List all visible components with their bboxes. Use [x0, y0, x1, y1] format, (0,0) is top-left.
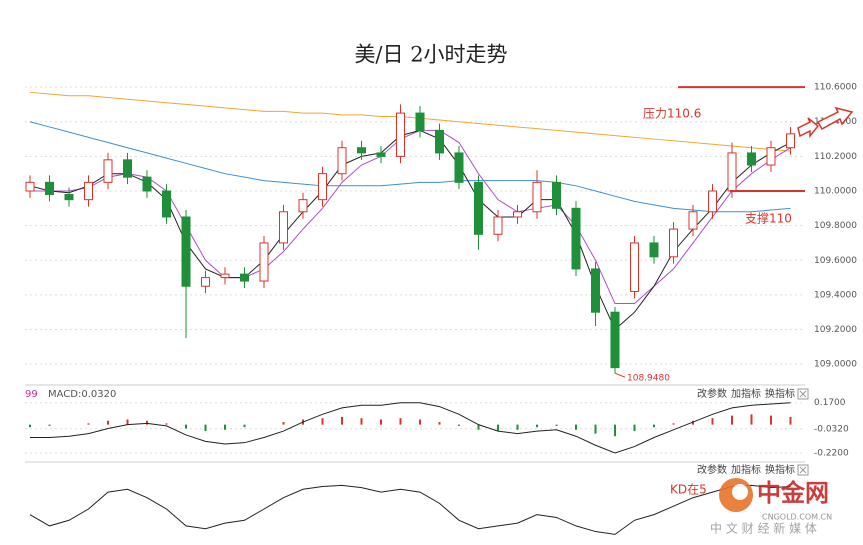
arrow-icon	[797, 117, 820, 139]
button[interactable]: 换指标	[765, 463, 795, 476]
candle-body	[396, 112, 405, 157]
y-tick-label: -0.0320	[814, 424, 849, 434]
candle-body	[64, 193, 74, 201]
y-tick-label: 110.6000	[814, 83, 857, 93]
button[interactable]: 加指标	[731, 463, 761, 476]
candle-body	[571, 207, 581, 270]
low-pointer	[614, 372, 626, 378]
candle-body	[25, 181, 35, 192]
candle-body	[337, 147, 347, 175]
domain: CNGOLD.COM.CN	[762, 513, 832, 522]
candle-body	[786, 133, 795, 149]
candle-body	[415, 112, 425, 131]
candle-body	[279, 211, 288, 244]
button[interactable]: 改参数	[697, 387, 727, 400]
level-label: 支撑110	[745, 211, 792, 226]
candle-body	[357, 147, 366, 154]
candle-body	[493, 216, 503, 235]
watermark: 中金网 CNGOLD.COM.CN 中 文 财 经 新 媒 体	[710, 478, 832, 536]
candle-body	[435, 129, 444, 154]
candle-body	[45, 181, 54, 195]
button[interactable]: 换指标	[765, 387, 795, 400]
y-tick-label: 109.2000	[814, 325, 857, 335]
y-tick-label: 110.2000	[814, 152, 857, 162]
candle-body	[747, 152, 756, 166]
candle-body	[630, 242, 639, 292]
indicator-line	[30, 402, 791, 454]
button[interactable]: 改参数	[697, 463, 727, 476]
y-tick-label: 110.0000	[814, 187, 857, 197]
y-tick-label: 0.1700	[814, 398, 846, 408]
candle-body	[474, 181, 483, 235]
close-icon	[799, 390, 807, 398]
candle-body	[84, 181, 93, 201]
candle-body	[649, 242, 659, 258]
candle-body	[123, 159, 132, 178]
close-button[interactable]	[797, 464, 809, 476]
candle-body	[532, 181, 542, 213]
candle-body	[688, 211, 698, 230]
candle-body	[240, 273, 249, 282]
button[interactable]: 加指标	[731, 387, 761, 400]
slogan: 中 文 财 经 新 媒 体	[710, 521, 817, 536]
macd-period: 99	[25, 389, 38, 400]
indicator-line	[30, 129, 791, 305]
candle-body	[220, 273, 230, 279]
y-tick-label: 109.6000	[814, 256, 857, 266]
kd-annotation: KD在5	[670, 483, 707, 497]
candle-body	[727, 152, 737, 192]
candle-body	[181, 216, 191, 287]
indicator-line	[29, 91, 791, 152]
macd-buttons: 改参数 加指标 换指标	[697, 387, 809, 400]
candle-body	[766, 147, 776, 166]
close-button[interactable]	[797, 388, 809, 400]
brand: 中金网	[757, 479, 829, 507]
candle-body	[259, 242, 269, 282]
indicator-line	[29, 484, 791, 535]
arrow-icon	[816, 106, 854, 131]
candle-body	[513, 211, 522, 218]
candle-body	[610, 311, 620, 369]
chart-title: 美/日 2小时走势	[354, 43, 507, 67]
candle-body	[376, 152, 386, 157]
candle-body	[103, 159, 113, 183]
candle-body	[318, 173, 327, 201]
indicator-line	[29, 121, 791, 213]
y-tick-label: 109.0000	[814, 360, 857, 370]
macd-label: MACD:0.0320	[48, 389, 116, 400]
candle-body	[591, 268, 600, 313]
candle-body	[162, 190, 171, 218]
candle-body	[708, 190, 717, 213]
y-tick-label: 109.8000	[814, 221, 857, 231]
low-label: 108.9480	[627, 374, 670, 384]
candle-body	[298, 199, 308, 213]
logo-inner	[732, 484, 748, 500]
y-tick-label: 109.4000	[814, 290, 857, 300]
kd-buttons: 改参数 加指标 换指标	[697, 463, 809, 476]
candle-body	[201, 277, 210, 287]
y-tick-label: -0.2200	[814, 448, 849, 458]
candle-body	[552, 181, 561, 209]
candle-body	[454, 152, 464, 183]
close-icon	[799, 466, 807, 474]
level-label: 压力110.6	[643, 107, 701, 121]
candle-body	[142, 176, 152, 192]
indicator-line	[29, 129, 791, 331]
candle-body	[669, 228, 678, 258]
